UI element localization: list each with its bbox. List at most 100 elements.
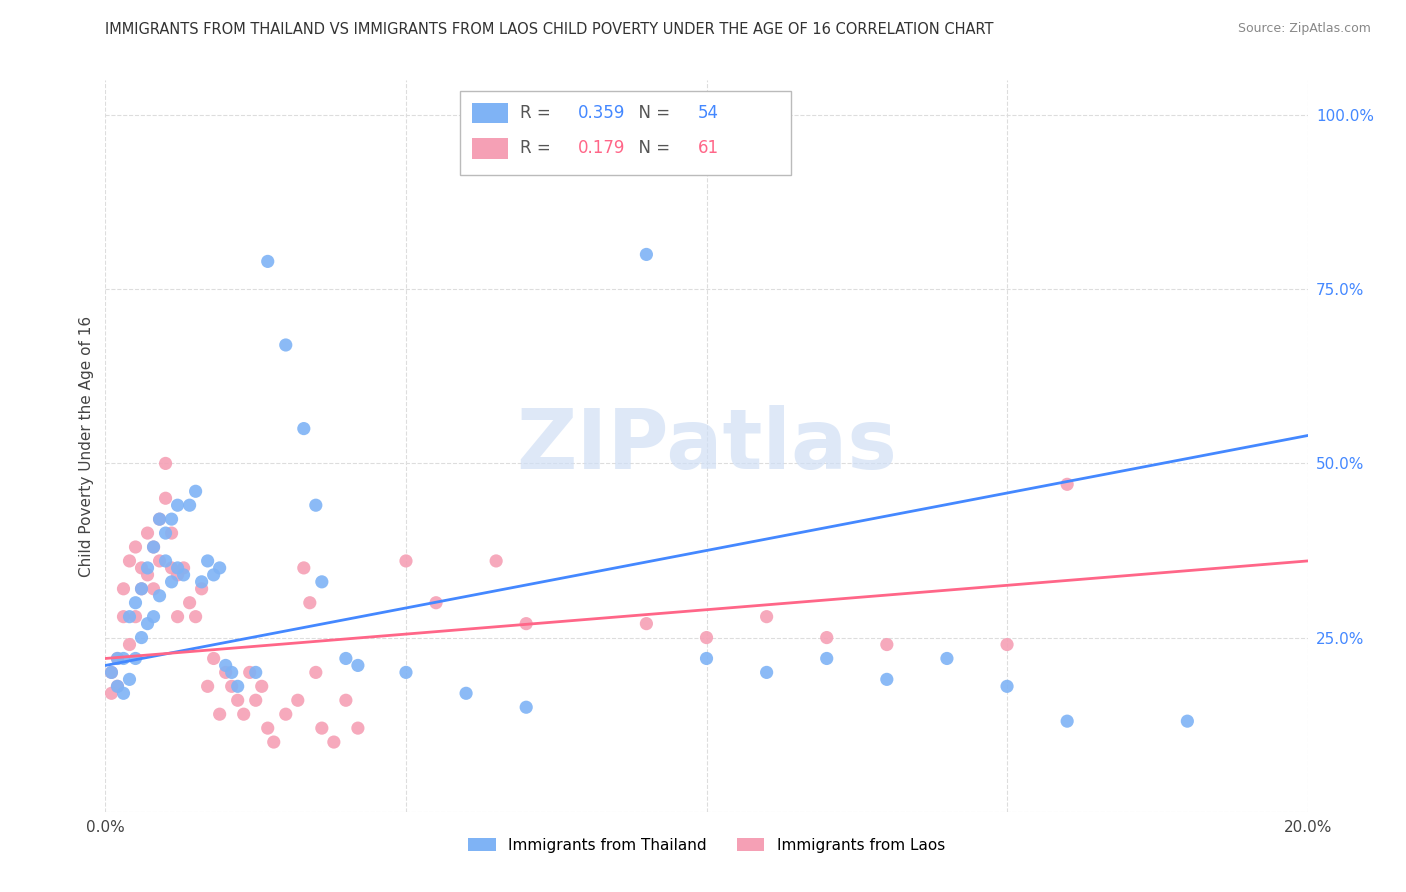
Text: N =: N = <box>628 139 676 157</box>
Text: R =: R = <box>520 104 557 122</box>
Point <box>124 609 146 624</box>
Point <box>136 616 159 631</box>
Point <box>292 561 315 575</box>
Point <box>995 638 1018 652</box>
FancyBboxPatch shape <box>472 103 508 123</box>
Point <box>815 651 838 665</box>
Text: R =: R = <box>520 139 557 157</box>
Text: IMMIGRANTS FROM THAILAND VS IMMIGRANTS FROM LAOS CHILD POVERTY UNDER THE AGE OF : IMMIGRANTS FROM THAILAND VS IMMIGRANTS F… <box>105 22 994 37</box>
Point <box>347 721 370 735</box>
Point <box>876 673 898 687</box>
Point <box>179 498 201 512</box>
Point <box>142 540 165 554</box>
Point <box>274 338 297 352</box>
Point <box>1056 714 1078 728</box>
Text: 61: 61 <box>699 139 720 157</box>
Point <box>148 512 170 526</box>
Point <box>112 582 135 596</box>
Point <box>173 561 195 575</box>
Point <box>515 616 537 631</box>
Point <box>166 609 188 624</box>
Point <box>155 491 177 506</box>
Point <box>112 651 135 665</box>
Point <box>298 596 321 610</box>
Point <box>347 658 370 673</box>
Point <box>112 609 135 624</box>
Legend: Immigrants from Thailand, Immigrants from Laos: Immigrants from Thailand, Immigrants fro… <box>463 831 950 859</box>
Point <box>696 631 718 645</box>
Point <box>124 540 146 554</box>
Point <box>335 693 357 707</box>
Point <box>221 665 243 680</box>
Point <box>395 665 418 680</box>
Point <box>100 665 122 680</box>
Point <box>190 574 212 589</box>
Point <box>232 707 254 722</box>
Point <box>155 554 177 568</box>
Point <box>274 707 297 722</box>
Point <box>311 574 333 589</box>
Point <box>292 421 315 435</box>
Point <box>173 567 195 582</box>
Point <box>160 574 183 589</box>
Point <box>335 651 357 665</box>
Point <box>515 700 537 714</box>
Point <box>226 693 249 707</box>
Point <box>256 721 278 735</box>
Point <box>696 651 718 665</box>
Point <box>118 554 141 568</box>
Point <box>160 512 183 526</box>
Point <box>131 582 153 596</box>
Point <box>208 561 231 575</box>
Point <box>311 721 333 735</box>
Point <box>755 609 778 624</box>
Point <box>256 254 278 268</box>
Point <box>815 631 838 645</box>
Point <box>226 679 249 693</box>
Point <box>166 498 188 512</box>
Point <box>148 589 170 603</box>
Point <box>214 665 236 680</box>
Point <box>221 679 243 693</box>
Point <box>936 651 959 665</box>
Point <box>287 693 309 707</box>
Point <box>197 679 219 693</box>
Point <box>322 735 344 749</box>
Point <box>202 651 225 665</box>
Point <box>575 128 598 143</box>
Point <box>160 526 183 541</box>
Point <box>208 707 231 722</box>
Point <box>118 673 141 687</box>
Text: 54: 54 <box>699 104 718 122</box>
FancyBboxPatch shape <box>472 138 508 159</box>
Point <box>1056 477 1078 491</box>
Point <box>155 457 177 471</box>
Point <box>245 665 267 680</box>
Text: Source: ZipAtlas.com: Source: ZipAtlas.com <box>1237 22 1371 36</box>
Point <box>250 679 273 693</box>
Point <box>184 484 207 499</box>
Point <box>124 651 146 665</box>
Point <box>197 554 219 568</box>
Point <box>142 540 165 554</box>
Point <box>305 665 328 680</box>
Text: 0.179: 0.179 <box>578 139 626 157</box>
Point <box>755 665 778 680</box>
Point <box>100 686 122 700</box>
Point <box>1175 714 1198 728</box>
Point <box>636 616 658 631</box>
Point <box>179 596 201 610</box>
Point <box>100 665 122 680</box>
Text: ZIPatlas: ZIPatlas <box>516 406 897 486</box>
Point <box>995 679 1018 693</box>
Point <box>214 658 236 673</box>
Point <box>239 665 262 680</box>
Point <box>166 561 188 575</box>
Point <box>184 609 207 624</box>
Point <box>876 638 898 652</box>
Point <box>107 651 129 665</box>
Point <box>136 561 159 575</box>
Point <box>305 498 328 512</box>
Point <box>155 526 177 541</box>
Point <box>131 561 153 575</box>
